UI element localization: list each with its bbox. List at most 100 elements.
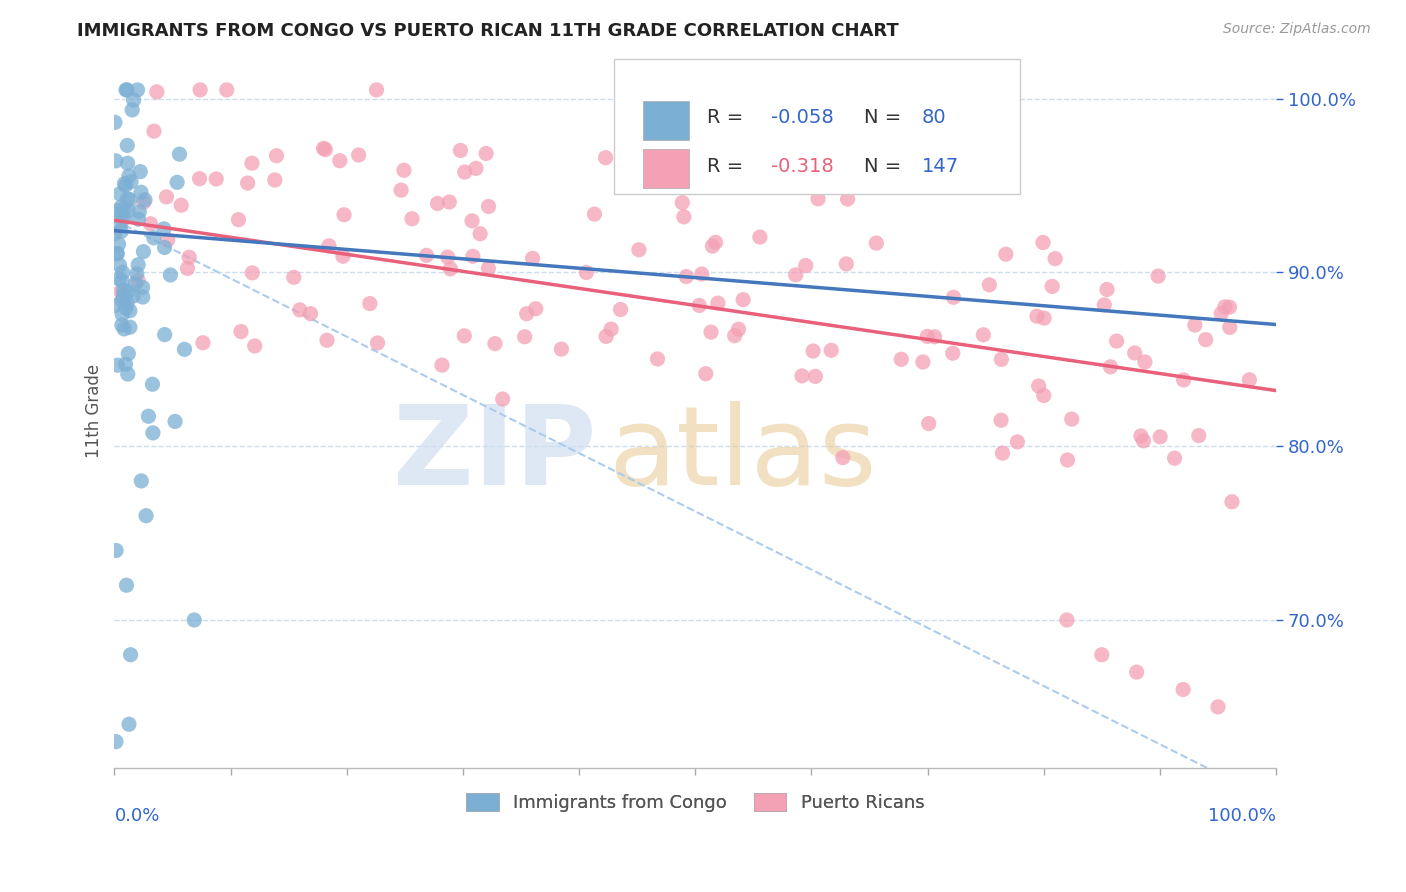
Point [141,377,163,392]
Point [461,214,484,228]
Point [1099,359,1122,374]
Point [924,330,946,344]
FancyBboxPatch shape [643,101,689,140]
Point [114,177,136,191]
Point [1007,434,1029,449]
Point [835,257,858,271]
Point [117,192,139,206]
Point [139,217,162,231]
Legend: Immigrants from Congo, Puerto Ricans: Immigrants from Congo, Puerto Ricans [458,786,932,819]
Point [837,192,859,206]
Point [1123,346,1146,360]
Point [240,156,263,170]
Point [108,258,131,272]
Point [288,302,311,317]
Text: N =: N = [863,109,901,128]
Point [143,124,166,138]
Point [153,327,176,342]
Point [115,83,138,97]
Point [484,336,506,351]
Point [748,230,770,244]
Point [477,199,499,213]
Point [1220,495,1243,509]
Text: R =: R = [707,157,749,176]
Point [120,175,142,189]
Point [205,172,228,186]
Point [468,227,491,241]
Point [134,193,156,207]
Point [439,261,461,276]
Point [707,296,730,310]
Point [112,202,135,216]
Point [111,307,134,321]
Point [142,425,165,440]
Point [129,474,152,488]
Point [107,358,129,372]
Point [108,272,131,286]
Point [1149,430,1171,444]
Point [820,343,842,358]
Text: -0.058: -0.058 [770,109,834,128]
Point [129,164,152,178]
Point [972,327,994,342]
Y-axis label: 11th Grade: 11th Grade [86,364,103,458]
Point [430,358,453,372]
Text: Source: ZipAtlas.com: Source: ZipAtlas.com [1223,22,1371,37]
Point [695,367,717,381]
Point [1092,298,1115,312]
Point [118,169,141,183]
Point [110,200,132,214]
Point [127,212,149,227]
Point [263,173,285,187]
Point [155,190,177,204]
Point [112,283,135,297]
Point [169,147,191,161]
Point [142,231,165,245]
Point [492,392,515,406]
Text: 80: 80 [922,109,946,128]
Point [112,211,135,225]
Point [111,293,134,308]
Point [299,307,322,321]
Point [104,153,127,168]
Point [266,149,288,163]
Point [994,247,1017,261]
Point [600,322,623,336]
Point [117,346,139,360]
Point [516,307,538,321]
Point [104,115,127,129]
Point [243,339,266,353]
Point [1129,429,1152,443]
Text: 0.0%: 0.0% [114,807,160,825]
Point [329,153,352,168]
Text: N =: N = [863,157,901,176]
Point [117,156,139,170]
Point [115,301,138,316]
Point [389,183,412,197]
Point [111,213,134,227]
Point [124,277,146,291]
Point [118,320,141,334]
Point [1105,334,1128,348]
Point [1239,373,1261,387]
Point [314,143,336,157]
Point [454,165,477,179]
Point [215,83,238,97]
Point [979,277,1001,292]
Point [942,290,965,304]
Point [117,367,139,381]
Point [609,302,631,317]
Point [115,83,138,97]
Point [1213,300,1236,314]
Point [240,266,263,280]
Point [1060,412,1083,426]
Point [183,613,205,627]
Point [1026,310,1049,324]
Point [188,171,211,186]
Point [159,268,181,282]
Point [107,237,129,252]
Point [524,301,547,316]
Point [138,409,160,424]
Point [153,240,176,254]
Point [1173,373,1195,387]
